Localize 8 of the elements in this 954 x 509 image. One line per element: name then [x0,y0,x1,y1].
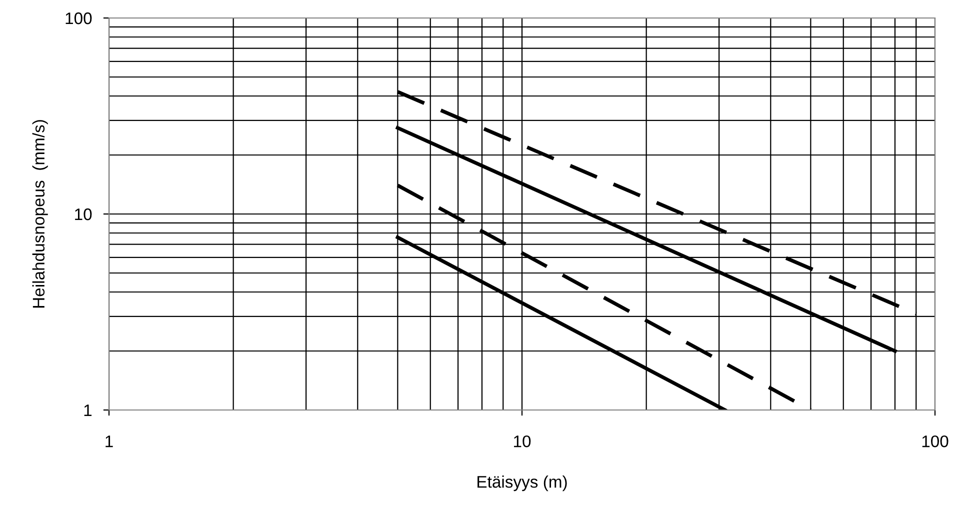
y-tick-label: 1 [84,404,92,416]
x-tick-label: 10 [514,435,531,448]
y-tick-label: 100 [66,12,92,24]
x-tick-label: 1 [106,436,113,448]
x-tick-label: 100 [922,435,948,448]
y-tick-label: 10 [75,208,92,220]
x-axis-title: Etäisyys (m) [478,476,567,492]
y-axis-title: Heilahdusnopeus (mm/s) [32,120,48,308]
